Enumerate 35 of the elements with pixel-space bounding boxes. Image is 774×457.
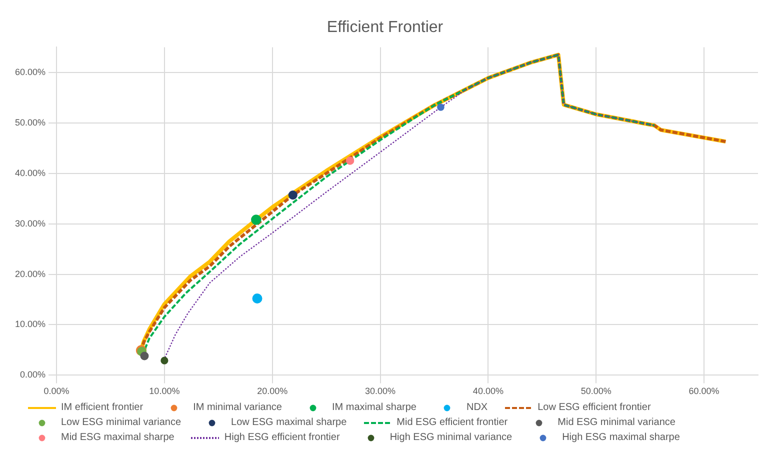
- point: [252, 294, 262, 304]
- point: [288, 190, 298, 200]
- legend-label: Low ESG efficient frontier: [538, 402, 651, 413]
- x-tick-label: 10.00%: [149, 386, 180, 396]
- legend-label: NDX: [466, 402, 488, 413]
- legend-label: High ESG minimal variance: [390, 432, 512, 443]
- x-tick-label: 60.00%: [688, 386, 720, 396]
- y-tick-label: 30.00%: [14, 218, 46, 228]
- point: [437, 104, 444, 111]
- x-tick-label: 20.00%: [257, 386, 288, 396]
- y-tick-label: 40.00%: [14, 168, 46, 178]
- legend-label: High ESG efficient frontier: [224, 432, 340, 443]
- legend-label: Mid ESG efficient frontier: [396, 417, 508, 428]
- legend-label: Low ESG minimal variance: [61, 417, 182, 428]
- x-tick-label: 0.00%: [44, 386, 70, 396]
- point: [140, 352, 149, 360]
- y-tick-label: 50.00%: [14, 117, 46, 128]
- y-tick-label: 20.00%: [14, 268, 46, 279]
- legend-label: High ESG maximal sharpe: [562, 432, 680, 443]
- legend-label: IM maximal sharpe: [332, 402, 416, 413]
- legend-label: Mid ESG maximal sharpe: [61, 432, 174, 443]
- legend-label: Low ESG maximal sharpe: [231, 417, 347, 428]
- legend-label: Mid ESG minimal variance: [558, 417, 676, 428]
- y-tick-label: 10.00%: [14, 319, 46, 330]
- legend-label: IM minimal variance: [193, 402, 282, 413]
- y-tick-label: 0.00%: [20, 370, 46, 380]
- x-tick-label: 30.00%: [365, 386, 396, 396]
- point: [160, 356, 168, 364]
- x-tick-label: 40.00%: [472, 386, 504, 396]
- y-tick-label: 60.00%: [14, 66, 46, 77]
- point: [346, 156, 354, 165]
- chart-title: Efficient Frontier: [326, 19, 444, 36]
- point: [251, 214, 262, 225]
- x-tick-label: 50.00%: [580, 386, 612, 396]
- legend-label: IM efficient frontier: [61, 402, 144, 413]
